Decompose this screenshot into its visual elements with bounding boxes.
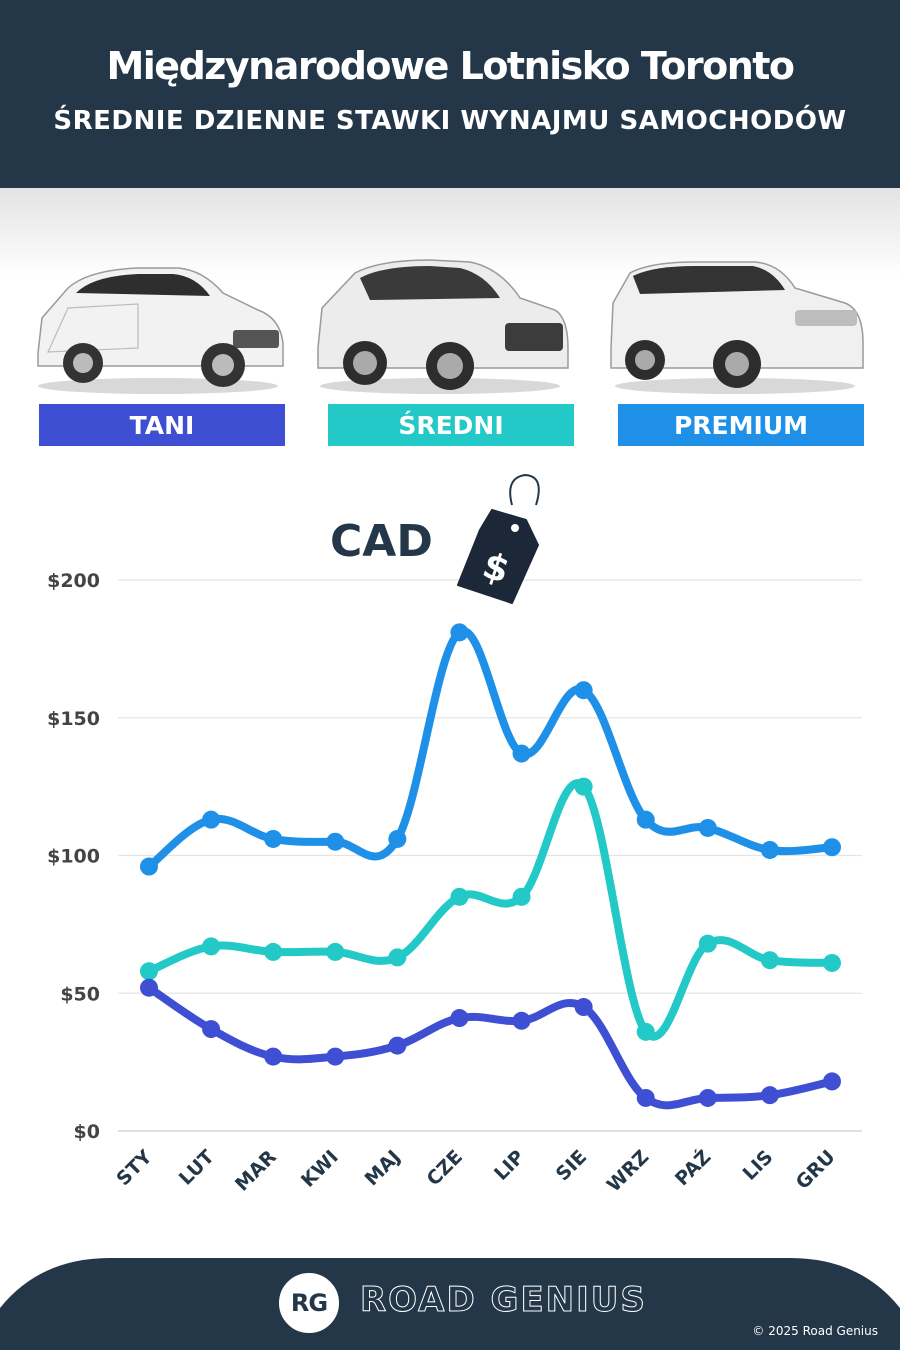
data-point <box>760 951 779 970</box>
x-tick-label: LIP <box>490 1146 529 1185</box>
x-tick-label: LUT <box>175 1146 219 1190</box>
data-point <box>140 978 158 997</box>
currency-label: CAD <box>330 516 433 567</box>
data-point <box>636 1088 655 1107</box>
y-tick-label: $150 <box>47 708 100 730</box>
data-point <box>698 818 717 837</box>
legend-label-premium: PREMIUM <box>618 404 864 446</box>
data-point <box>140 962 158 981</box>
hatchback-car-image <box>37 267 284 394</box>
price-tag-icon: $ <box>457 473 540 604</box>
data-point <box>202 937 221 956</box>
data-point <box>698 1088 717 1107</box>
x-tick-label: GRU <box>792 1146 840 1194</box>
data-point <box>512 744 531 763</box>
data-point <box>388 948 407 967</box>
data-point <box>450 623 469 642</box>
y-tick-label: $200 <box>47 570 100 592</box>
x-tick-label: MAR <box>231 1146 281 1196</box>
footer-band <box>0 1258 900 1350</box>
data-point <box>326 832 345 851</box>
data-point <box>574 998 593 1017</box>
data-point <box>823 953 841 972</box>
data-point <box>512 887 531 906</box>
x-tick-label: PAŹ <box>670 1145 715 1190</box>
data-point <box>264 942 283 961</box>
line-chart: $0 $50 $100 $150 $200 CAD $ STY LUT MAR KWI MAJ C… <box>47 473 862 1196</box>
data-point <box>388 1036 407 1055</box>
legend-label-budget: TANI <box>39 404 285 446</box>
header-banner: Międzynarodowe Lotnisko Toronto ŚREDNIE … <box>0 0 900 188</box>
y-tick-label: $0 <box>74 1121 100 1143</box>
data-point <box>450 887 469 906</box>
series-line-średni <box>145 779 836 1041</box>
x-tick-label: LIS <box>739 1146 778 1185</box>
data-point <box>326 1047 345 1066</box>
data-point <box>760 840 779 859</box>
data-point <box>698 934 717 953</box>
y-tick-label: $50 <box>60 983 100 1005</box>
data-point <box>202 1020 221 1039</box>
series-line-tani <box>145 983 836 1110</box>
x-tick-label: KWI <box>297 1146 343 1192</box>
brand-name: ROAD GENIUS <box>360 1280 647 1321</box>
data-point <box>450 1009 469 1028</box>
x-tick-label: MAJ <box>361 1146 405 1190</box>
copyright-text: © 2025 Road Genius <box>752 1324 878 1338</box>
data-point <box>512 1011 531 1030</box>
road-genius-logo: RG <box>276 1270 342 1336</box>
logo-initials: RG <box>290 1289 328 1317</box>
data-point <box>388 829 407 848</box>
x-tick-label: SIE <box>552 1146 591 1185</box>
x-tick-label: CZE <box>423 1146 467 1190</box>
data-point <box>574 681 593 700</box>
data-point <box>202 810 221 829</box>
data-point <box>574 777 593 796</box>
suv-car-image <box>317 259 569 394</box>
premium-suv-image <box>610 261 864 394</box>
x-tick-label: STY <box>112 1146 156 1190</box>
series-line-premium <box>145 627 836 871</box>
page-subtitle: ŚREDNIE DZIENNE STAWKI WYNAJMU SAMOCHODÓ… <box>53 106 847 136</box>
data-point <box>823 838 841 857</box>
y-tick-label: $100 <box>47 846 100 868</box>
data-point <box>264 1047 283 1066</box>
legend-label-midsize: ŚREDNI <box>328 404 574 446</box>
data-point <box>636 1022 655 1041</box>
data-point <box>140 857 158 876</box>
page-title: Międzynarodowe Lotnisko Toronto <box>106 44 795 88</box>
data-point <box>264 829 283 848</box>
data-point <box>760 1086 779 1105</box>
data-point <box>823 1072 841 1091</box>
data-point <box>636 810 655 829</box>
data-point <box>326 942 345 961</box>
x-tick-label: WRZ <box>603 1146 653 1196</box>
